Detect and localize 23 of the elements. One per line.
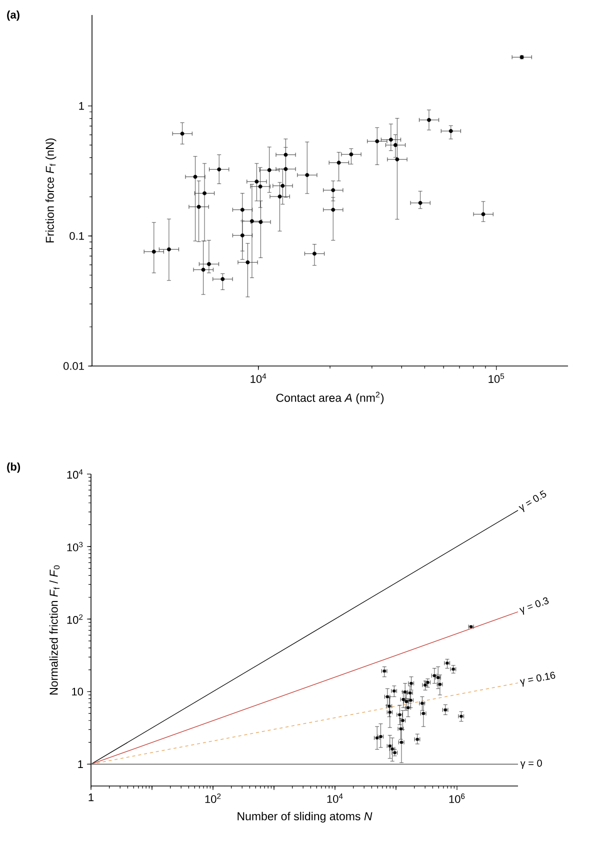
y-tick-label: 1	[79, 102, 84, 110]
series-label: γ = 0	[520, 760, 542, 769]
y-tick-label: 0.1	[70, 232, 84, 240]
y-tick-label: 0.01	[63, 362, 84, 370]
x-tick-label: 10$^{2}$	[205, 794, 221, 803]
x-tick-label: 10$^{5}$	[488, 374, 504, 383]
text: γ = 0.5	[518, 490, 546, 512]
x-axis-title: Number of sliding atoms N	[238, 812, 372, 823]
x-tick-label: 1	[88, 794, 94, 802]
y-tick-label: 10	[72, 688, 84, 696]
x-tick-label: 10$^{6}$	[449, 794, 465, 803]
text: γ = 0.3	[519, 597, 549, 615]
chart-title: (b)	[7, 462, 20, 473]
text: γ = 0.16	[520, 672, 556, 687]
y-axis-title: Normalized friction F$_{f}$ / F$_{0}$	[49, 565, 60, 694]
y-tick-label: 10$^{4}$	[67, 469, 83, 479]
chart-title: (a)	[7, 10, 20, 21]
y-axis-title: Friction force F$_{f}$ (nN)	[45, 138, 56, 242]
y-tick-label: 10$^{2}$	[67, 614, 83, 624]
x-tick-label: 10$^{4}$	[327, 794, 343, 803]
y-tick-label: 1	[78, 760, 83, 768]
x-axis-title: Contact area A (nm$^{2}$)	[276, 392, 384, 404]
y-tick-label: 10$^{3}$	[67, 542, 83, 552]
